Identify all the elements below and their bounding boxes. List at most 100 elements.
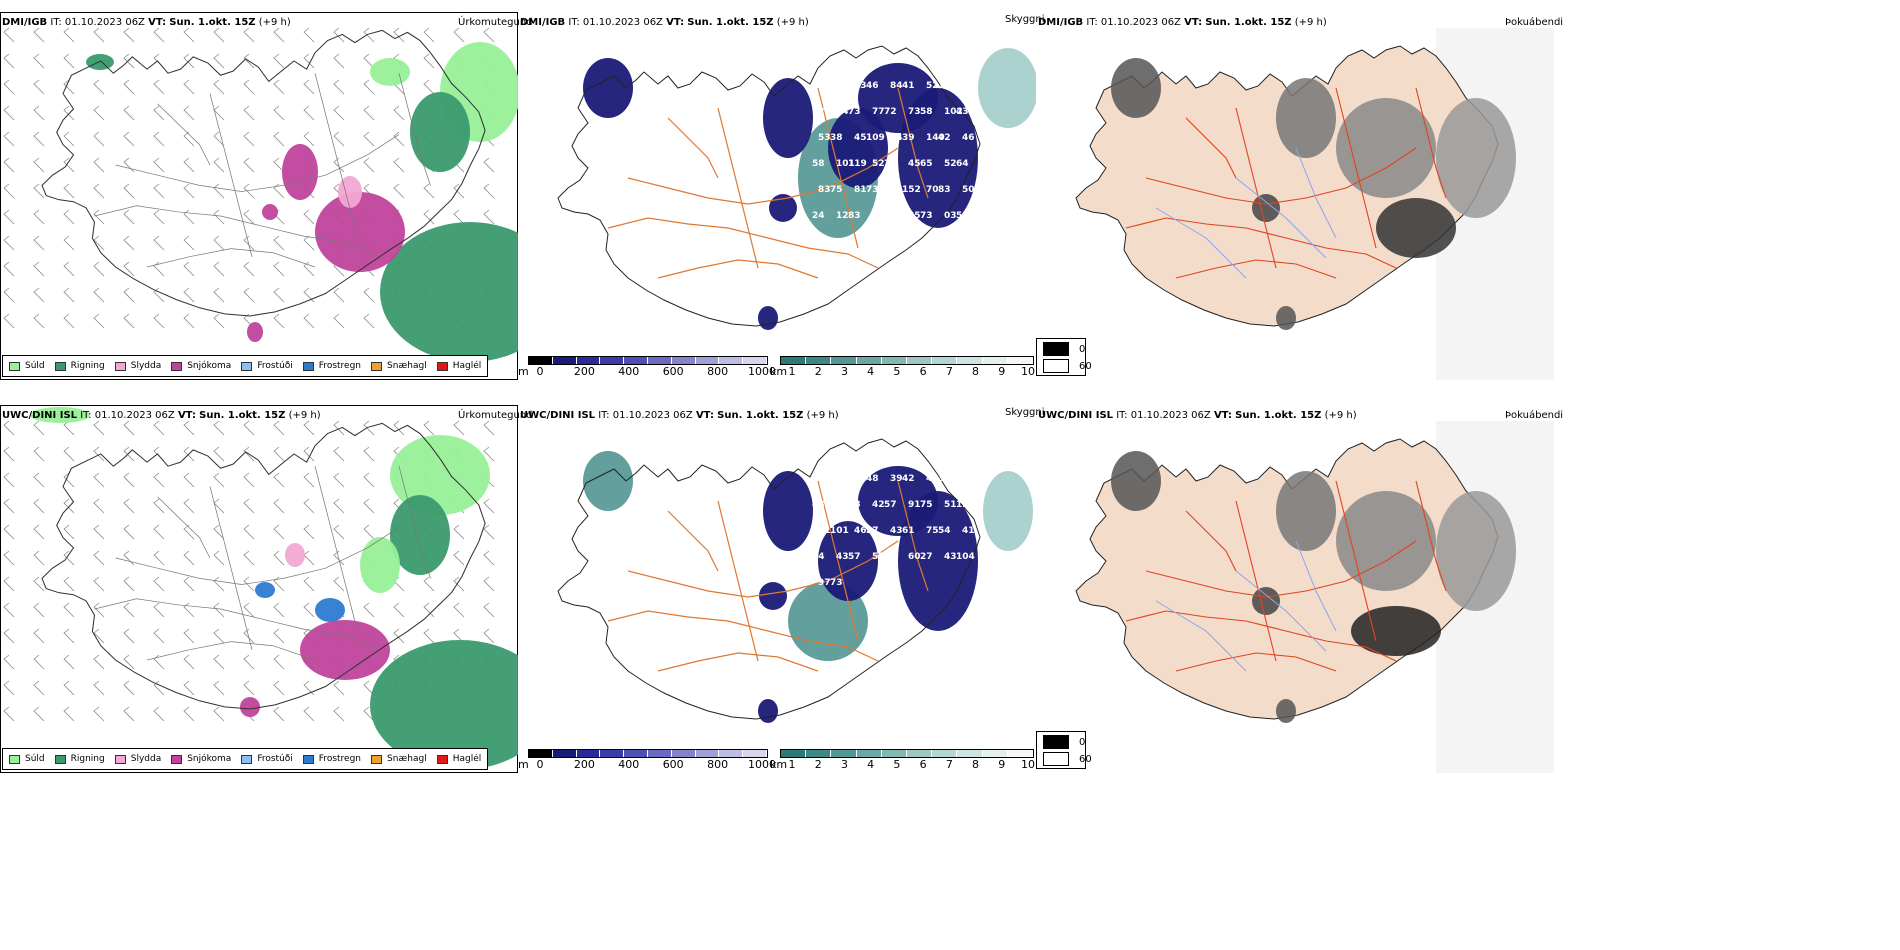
precip-title-bottom: Úrkomutegund [458, 410, 533, 421]
river-line [94, 205, 379, 258]
colorbar-tick: 3 [840, 365, 848, 378]
fog-legend-item: 60 [1043, 359, 1092, 373]
cloud-base-area [758, 699, 778, 723]
wind-barb [243, 287, 255, 303]
fog-legend-swatch [1043, 359, 1069, 373]
wind-barb [63, 79, 75, 95]
wind-barb [303, 287, 315, 303]
precip-legend-label: Slydda [130, 754, 162, 764]
wind-barb [123, 628, 135, 644]
colorbar-bin [695, 750, 720, 757]
wind-barb [63, 287, 75, 303]
coastline [41, 422, 486, 710]
wind-barb [153, 654, 165, 670]
colorbar-bin [781, 750, 807, 757]
wind-barb [123, 498, 135, 514]
wind-barb [123, 27, 135, 43]
iceland-outline-group [3, 27, 518, 362]
cloud-base-label: 73 [848, 107, 861, 117]
wind-barb [393, 602, 405, 618]
wind-barb [243, 79, 255, 95]
precip-panel-top: Súld Rigning Slydda Snjókoma Frostúði Frostre… [0, 12, 518, 380]
cloud-base-area [828, 108, 888, 188]
wind-barb [63, 576, 75, 592]
cloud-base-label: 101 [938, 81, 957, 91]
cloud-base-label: 55 [872, 552, 885, 562]
road-line [657, 259, 819, 279]
wind-barb [183, 105, 195, 121]
fog-area [1276, 78, 1336, 158]
wind-barb [273, 105, 285, 121]
river-line [1235, 177, 1327, 259]
fog-legend-item: 60 [1043, 752, 1092, 766]
wind-barb [93, 27, 105, 43]
wind-barb [123, 576, 135, 592]
wind-barb [213, 706, 225, 722]
wind-barb [63, 235, 75, 251]
wind-barb [213, 235, 225, 251]
precip-legend-item: Haglél [436, 361, 482, 371]
wind-barb [93, 183, 105, 199]
precip-legend-swatch [436, 754, 448, 764]
colorbar-bin [624, 750, 648, 757]
precip-area [282, 144, 318, 200]
wind-barb [303, 105, 315, 121]
precip-legend-label: Haglél [452, 361, 482, 371]
cloud-base-label: 46 [866, 81, 879, 91]
wind-barb [243, 209, 255, 225]
cloud-base-label: 40 [926, 474, 939, 484]
wind-barb [423, 420, 435, 436]
wind-barb [153, 157, 165, 173]
wind-barb [333, 446, 345, 462]
wind-barb [33, 27, 45, 43]
cloud-base-label: 119 [848, 159, 867, 169]
wind-barb [93, 576, 105, 592]
road-line [1235, 107, 1277, 269]
fog-area [1436, 98, 1516, 218]
wind-barb [483, 628, 495, 644]
cloud-base-label: 91 [908, 500, 921, 510]
wind-barb [303, 420, 315, 436]
wind-barb [3, 53, 15, 69]
fog-title-top: Þokuábendi [1505, 17, 1564, 28]
wind-barb [63, 209, 75, 225]
road-line [897, 87, 929, 199]
colorbar-tick: 800 [707, 758, 729, 771]
precip-legend-swatch [302, 361, 314, 371]
wind-barb [303, 209, 315, 225]
road-line [627, 540, 899, 598]
precip-area [315, 192, 405, 272]
cloud-base-label: 41 [836, 500, 849, 510]
fog-legend-item: 0 [1043, 735, 1085, 749]
wind-barb [153, 79, 165, 95]
wind-barb [213, 628, 225, 644]
wind-barb [363, 287, 375, 303]
wind-barb [453, 524, 465, 540]
wind-barb [213, 157, 225, 173]
wind-barb [213, 498, 225, 514]
cloud-base-label: 12 [836, 211, 849, 221]
cloud-base-label: 39 [890, 474, 903, 484]
wind-barb [243, 420, 255, 436]
colorbar-tick: 2 [814, 758, 822, 771]
colorbar-bin [957, 357, 983, 364]
cloud-base-label: 101 [836, 159, 855, 169]
cloud-base-label: 42 [872, 500, 885, 510]
wind-barb [363, 446, 375, 462]
wind-barb [483, 183, 495, 199]
colorbar-scale [780, 749, 1034, 758]
wind-barb [93, 157, 105, 173]
wind-barb [153, 183, 165, 199]
river-line [209, 486, 253, 650]
wind-barb [183, 706, 195, 722]
road-line [717, 500, 759, 662]
colorbar-bin [1007, 750, 1034, 757]
cloud-panel-bottom: 65 49 81 48 39 42 40 38 60 48 41 38 42 57 91 75 51 127 91 1… [518, 421, 1036, 751]
precip-area [300, 620, 390, 680]
wind-barb [63, 446, 75, 462]
wind-barb [123, 706, 135, 722]
colorbar-tick: 4 [867, 365, 875, 378]
wind-barb [273, 550, 285, 566]
wind-barb [453, 183, 465, 199]
fog-header-bottom: UWC/DINI ISL IT: 01.10.2023 06Z VT: Sun.… [1038, 410, 1357, 421]
